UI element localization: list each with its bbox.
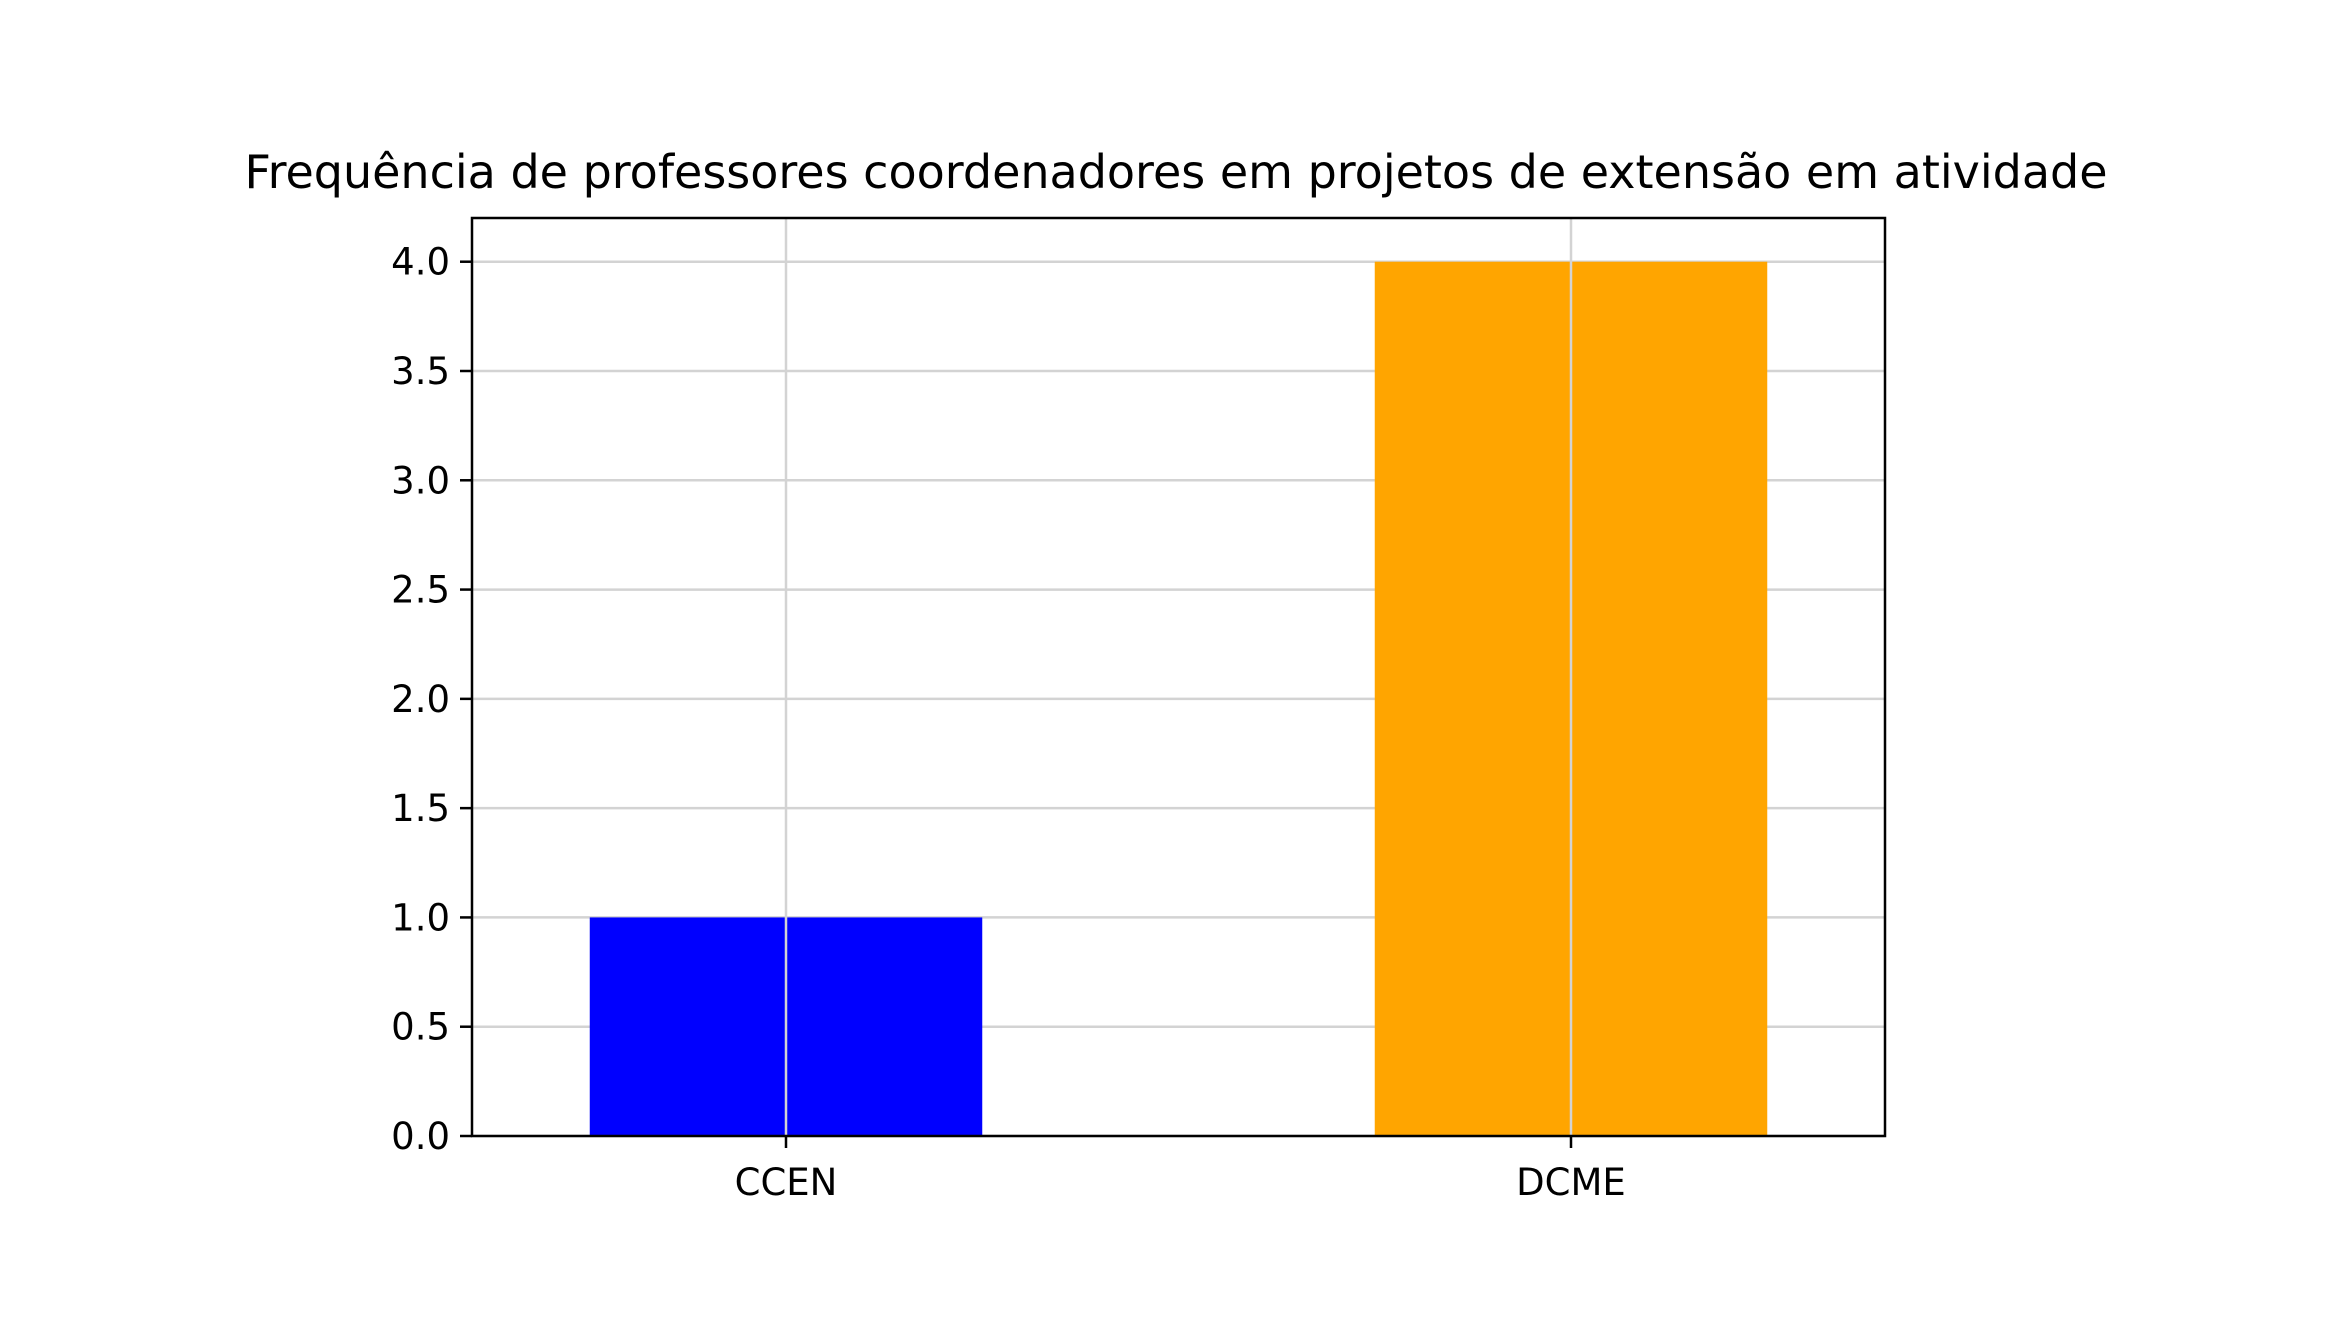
y-tick-label: 1.5 [391, 787, 450, 830]
y-tick-label: 4.0 [391, 241, 450, 284]
y-axis: 0.0 0.5 1.0 1.5 2.0 2.5 3.0 3.5 4.0 [391, 241, 472, 1158]
y-tick-label: 0.0 [391, 1115, 450, 1158]
y-tick-label: 3.5 [391, 350, 450, 393]
x-tick-label: DCME [1516, 1161, 1626, 1204]
x-tick-label: CCEN [735, 1161, 838, 1204]
vertical-grid-layer [784, 218, 1573, 1136]
chart-title: Frequência de professores coordenadores … [244, 145, 2107, 199]
y-tick-label: 3.0 [391, 459, 450, 502]
y-tick-label: 2.0 [391, 678, 450, 721]
y-tick-label: 0.5 [391, 1006, 450, 1049]
plot-frame [470, 216, 1887, 1138]
x-axis: CCEN DCME [735, 1136, 1626, 1204]
y-tick-label: 1.0 [391, 896, 450, 939]
y-tick-label: 2.5 [391, 569, 450, 612]
